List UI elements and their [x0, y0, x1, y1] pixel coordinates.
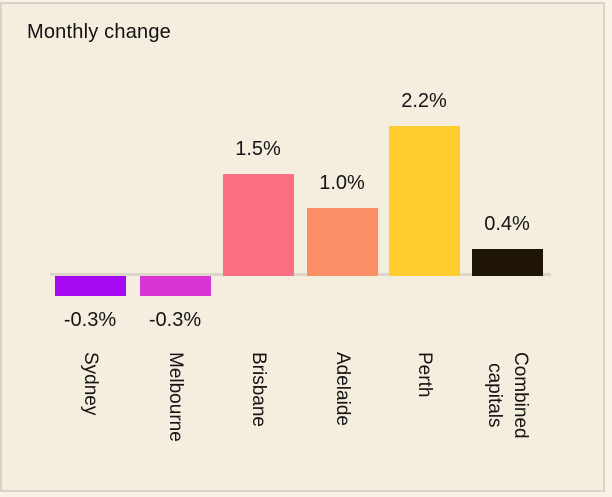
- zero-baseline: [50, 273, 551, 276]
- category-label-text: Perth: [414, 352, 435, 398]
- value-label-sydney: -0.3%: [63, 309, 117, 331]
- category-label-text: Adelaide: [332, 352, 353, 426]
- value-label-perth: 2.2%: [401, 90, 447, 112]
- value-label-melbourne: -0.3%: [148, 309, 202, 331]
- category-label-text: Brisbane: [248, 352, 269, 427]
- bar-melbourne: [140, 276, 211, 296]
- bar-brisbane: [223, 174, 294, 276]
- bar-adelaide: [307, 208, 378, 276]
- chart-card: [0, 2, 605, 492]
- category-label-text: Melbourne: [165, 352, 186, 442]
- value-label-combined-capitals: 0.4%: [484, 213, 530, 235]
- bar-sydney: [55, 276, 126, 296]
- bar-combined-capitals: [472, 249, 543, 276]
- category-label-text: Sydney: [80, 352, 101, 416]
- category-label-text: Combined capitals: [484, 352, 531, 439]
- bar-perth: [389, 126, 460, 276]
- value-label-brisbane: 1.5%: [235, 138, 281, 160]
- chart-title: Monthly change: [27, 21, 172, 43]
- value-label-adelaide: 1.0%: [319, 172, 365, 194]
